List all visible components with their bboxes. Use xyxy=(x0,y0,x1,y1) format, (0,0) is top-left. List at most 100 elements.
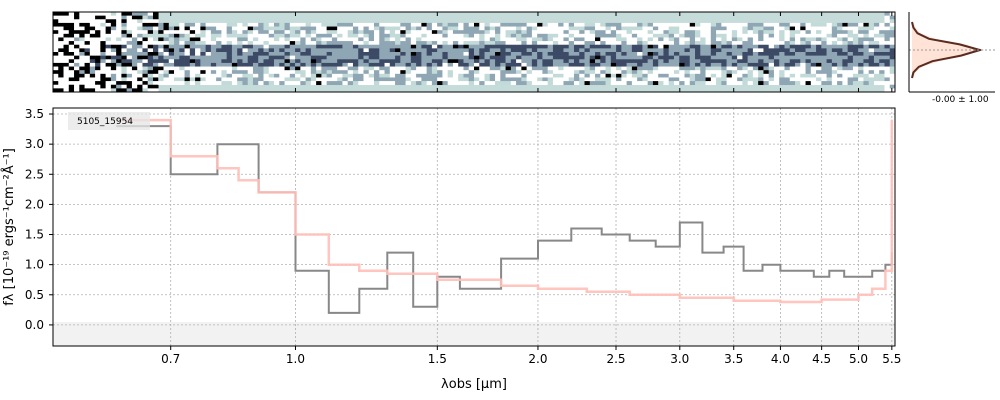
heatmap-cell xyxy=(889,52,896,56)
heatmap-cell xyxy=(516,77,522,82)
heatmap-cell xyxy=(163,33,170,38)
heatmap-cell xyxy=(868,77,875,82)
heatmap-cell xyxy=(884,52,891,56)
heatmap-cell xyxy=(89,84,96,89)
heatmap-cell xyxy=(784,48,791,53)
heatmap-cell xyxy=(847,44,854,49)
heatmap-cell xyxy=(673,22,680,27)
heatmap-cell xyxy=(773,52,780,56)
heatmap-cell xyxy=(673,81,680,86)
heatmap-cell xyxy=(384,70,391,75)
heatmap-cell xyxy=(752,62,759,67)
heatmap-cell xyxy=(542,44,548,49)
heatmap-cell xyxy=(53,81,59,86)
heatmap-cell xyxy=(589,66,596,71)
heatmap-cell xyxy=(652,26,659,31)
heatmap-cell xyxy=(247,62,254,67)
heatmap-cell xyxy=(189,26,196,31)
heatmap-cell xyxy=(584,52,591,56)
heatmap-cell xyxy=(584,81,591,86)
heatmap-cell xyxy=(605,77,612,82)
heatmap-cell xyxy=(121,55,127,60)
heatmap-cell xyxy=(842,66,848,71)
heatmap-cell xyxy=(710,59,717,64)
heatmap-cell xyxy=(484,59,491,64)
heatmap-cell xyxy=(95,41,101,46)
heatmap-cell xyxy=(63,12,70,16)
heatmap-cell xyxy=(731,41,738,46)
heatmap-cell xyxy=(884,77,891,82)
heatmap-cell xyxy=(658,37,664,42)
heatmap-cell xyxy=(410,37,417,42)
heatmap-cell xyxy=(458,55,464,60)
heatmap-cell xyxy=(579,66,585,71)
heatmap-cell xyxy=(195,33,201,38)
heatmap-cell xyxy=(568,55,575,60)
heatmap-cell xyxy=(705,77,712,82)
heatmap-cell xyxy=(189,81,196,86)
heatmap-cell xyxy=(742,41,748,46)
heatmap-cell xyxy=(679,26,685,31)
heatmap-cell xyxy=(431,41,438,46)
heatmap-cell xyxy=(474,26,480,31)
heatmap-cell xyxy=(126,81,133,86)
heatmap-cell xyxy=(68,62,75,67)
heatmap-cell xyxy=(442,62,448,67)
heatmap-cell xyxy=(705,30,712,35)
heatmap-cell xyxy=(826,44,833,49)
heatmap-cell xyxy=(547,77,554,82)
heatmap-cell xyxy=(416,44,422,49)
heatmap-cell xyxy=(695,70,701,75)
heatmap-cell xyxy=(263,73,270,78)
heatmap-cell xyxy=(100,52,106,56)
heatmap-cell xyxy=(868,55,875,60)
heatmap-cell xyxy=(89,26,96,31)
heatmap-cells xyxy=(53,12,896,93)
heatmap-cell xyxy=(442,73,448,78)
heatmap-cell xyxy=(821,81,827,86)
heatmap-cell xyxy=(584,30,591,35)
heatmap-cell xyxy=(231,62,238,67)
heatmap-cell xyxy=(526,70,533,75)
heatmap-cell xyxy=(284,22,291,27)
heatmap-cell xyxy=(179,26,185,31)
heatmap-cell xyxy=(137,55,143,60)
heatmap-cell xyxy=(474,73,480,78)
heatmap-cell xyxy=(579,73,585,78)
heatmap-cell xyxy=(726,37,733,42)
heatmap-cell xyxy=(768,70,775,75)
heatmap-cell xyxy=(221,62,227,67)
heatmap-cell xyxy=(810,55,817,60)
heatmap-cell xyxy=(268,66,275,71)
heatmap-cell xyxy=(847,22,854,27)
heatmap-cell xyxy=(405,52,412,56)
heatmap-cell xyxy=(731,73,738,78)
heatmap-cell xyxy=(468,52,475,56)
heatmap-cell xyxy=(721,52,727,56)
heatmap-cell xyxy=(237,33,243,38)
heatmap-cell xyxy=(189,41,196,46)
heatmap-cell xyxy=(763,59,769,64)
heatmap-cell xyxy=(426,26,433,31)
heatmap-cell xyxy=(131,59,138,64)
heatmap-cell xyxy=(679,30,685,35)
heatmap-cell xyxy=(679,70,685,75)
flux-point xyxy=(412,306,415,308)
heatmap-cell xyxy=(389,22,396,27)
heatmap-cell xyxy=(131,15,138,20)
heatmap-cell xyxy=(79,81,85,86)
heatmap-cell xyxy=(216,59,222,64)
heatmap-cell xyxy=(231,81,238,86)
heatmap-cell xyxy=(358,48,364,53)
heatmap-cell xyxy=(189,59,196,64)
heatmap-cell xyxy=(247,44,254,49)
heatmap-cell xyxy=(542,22,548,27)
heatmap-cell xyxy=(89,41,96,46)
heatmap-cell xyxy=(463,70,470,75)
heatmap-cell xyxy=(358,41,364,46)
heatmap-cell xyxy=(342,33,348,38)
heatmap-cell xyxy=(200,73,206,78)
heatmap-cell xyxy=(168,70,175,75)
heatmap-cell xyxy=(873,41,880,46)
heatmap-cell xyxy=(63,59,70,64)
